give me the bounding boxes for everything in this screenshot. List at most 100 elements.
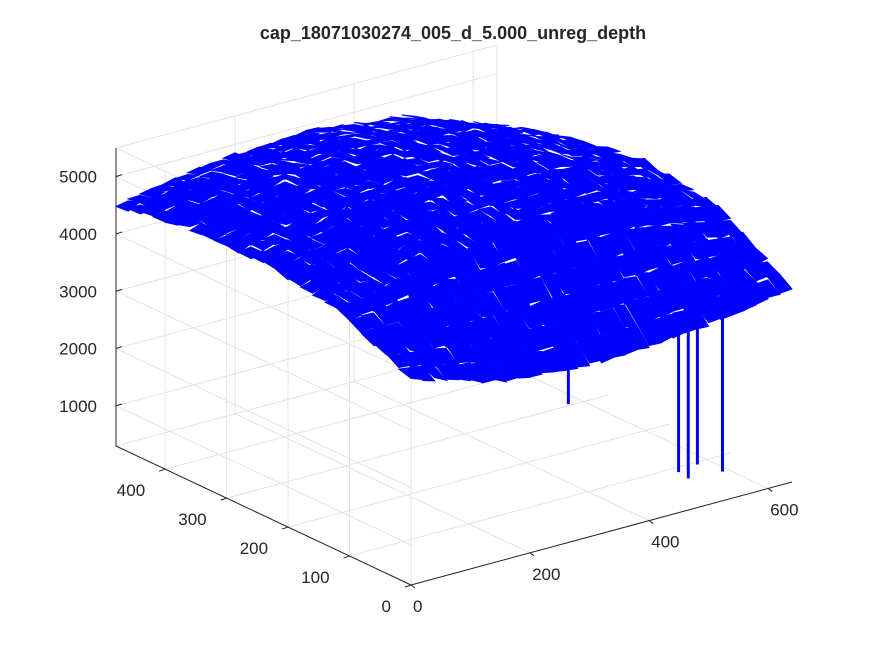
surface-patch: [175, 174, 200, 181]
surface-patch: [681, 204, 708, 222]
surface-patch: [600, 330, 626, 358]
surface-patch: [608, 158, 634, 168]
surface-patch: [705, 205, 732, 222]
surface-patch: [719, 290, 746, 316]
surface-patch: [369, 217, 397, 229]
z-tick-mark: [115, 174, 123, 178]
surface-patch: [421, 327, 447, 349]
y-axis-ticks: 0 100 200 300 400: [117, 468, 412, 616]
z-tick-label: 2000: [59, 340, 97, 359]
surface-patch: [493, 356, 519, 382]
surface-patch: [573, 181, 600, 194]
surface: [114, 114, 793, 384]
surface-patch: [659, 289, 686, 312]
surface-patch: [401, 114, 426, 119]
surface-patch: [742, 262, 769, 282]
surface-patch: [445, 362, 472, 382]
surface-patch: [551, 244, 577, 272]
surface-patch: [549, 188, 576, 200]
surface-patch: [694, 238, 721, 258]
surface-patch: [392, 166, 419, 177]
surface-patch: [622, 205, 648, 229]
y-tick-label: 400: [117, 481, 145, 500]
surface-patch: [611, 255, 637, 278]
chart-title: cap_18071030274_005_d_5.000_unreg_depth: [260, 23, 646, 43]
surface-patch: [655, 173, 683, 185]
surface-patch: [505, 354, 531, 379]
surface-patch: [258, 154, 286, 164]
surface-patch: [235, 189, 263, 199]
surface-patch: [397, 351, 424, 368]
surface-patch: [767, 273, 793, 294]
surface-patch: [524, 143, 549, 153]
surface-patch: [560, 149, 585, 157]
surface-patch: [682, 261, 709, 281]
surface-patch: [421, 366, 448, 382]
surface-patch: [633, 205, 661, 227]
y-tick-mark: [404, 584, 412, 588]
surface-patch: [323, 282, 350, 296]
surface-patch: [457, 344, 483, 364]
surface-patch: [612, 326, 638, 356]
surface-patch: [481, 361, 508, 383]
surface-patch: [585, 166, 610, 176]
surface-patch: [646, 204, 672, 227]
surface-patch: [552, 344, 579, 371]
surface-patch: [670, 198, 695, 207]
surface-patch: [347, 270, 374, 282]
surface-patch: [306, 127, 331, 133]
surface-patch: [367, 135, 392, 143]
y-tick-mark: [220, 497, 227, 501]
surface-patch: [468, 316, 495, 342]
z-axis-ticks: 1000 2000 3000 4000 5000: [59, 168, 123, 416]
surface-patch: [645, 173, 672, 185]
surface-patch: [372, 304, 399, 326]
surface-patch: [669, 205, 696, 223]
surface-patch: [588, 333, 615, 364]
surface-patch: [453, 202, 481, 214]
surface-patch: [575, 264, 601, 288]
z-tick-mark: [115, 346, 123, 350]
surface-patch: [599, 281, 626, 308]
surface-patch: [307, 154, 333, 162]
z-tick-label: 1000: [59, 397, 97, 416]
surface-patch: [187, 192, 214, 204]
surface-patch: [623, 276, 650, 299]
x-tick-label: 0: [413, 597, 422, 616]
surface-patch: [348, 316, 375, 335]
grid-line: [349, 452, 731, 557]
surface-patch: [528, 350, 555, 374]
surface-patch: [355, 140, 380, 146]
surface-patch: [528, 324, 555, 351]
y-tick-label: 100: [301, 568, 329, 587]
surface-patch: [163, 195, 190, 207]
surface-patch: [476, 171, 504, 184]
surface-patch: [657, 204, 684, 224]
surface-patch: [648, 317, 674, 344]
z-tick-mark: [115, 231, 123, 235]
x-tick-mark: [767, 488, 773, 492]
surface-patch: [647, 290, 674, 319]
surface-patch: [635, 296, 662, 322]
surface-patch: [295, 144, 320, 151]
surface-patch: [584, 174, 612, 185]
x-tick-label: 400: [651, 533, 679, 552]
x-axis-ticks: 0 200 400 600: [410, 488, 799, 616]
grid-line: [115, 44, 498, 149]
surface-patch: [342, 125, 367, 132]
surface-patch: [476, 157, 502, 165]
surface-patch: [367, 131, 392, 138]
surface-patch: [421, 347, 448, 367]
surface-patch: [389, 116, 415, 122]
y-tick-label: 300: [178, 510, 206, 529]
surface-patch: [318, 126, 343, 132]
surface-patch: [318, 157, 346, 167]
surface-patch: [562, 215, 589, 242]
surface-patch: [390, 137, 418, 145]
surface-patch: [330, 130, 355, 135]
surface-patch: [595, 158, 623, 169]
surface-patch: [348, 296, 375, 315]
y-tick-label: 0: [382, 597, 391, 616]
surface-patch: [318, 132, 344, 139]
